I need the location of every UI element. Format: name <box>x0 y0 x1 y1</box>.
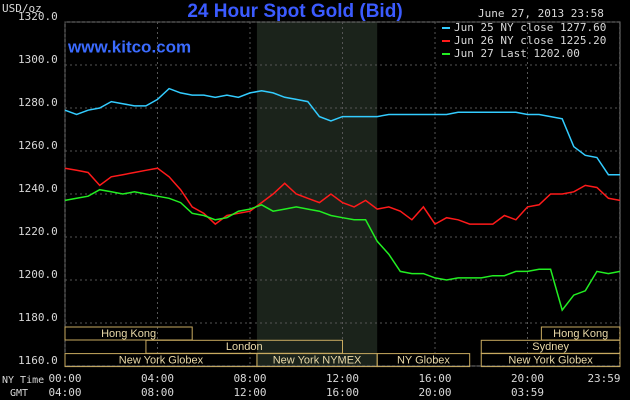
gmt-tick-label: 20:00 <box>418 386 451 399</box>
session-label: New York Globex <box>119 355 204 367</box>
session-box <box>480 353 621 368</box>
y-tick-label: 1200.0 <box>18 268 58 281</box>
date-label: June 27, 2013 23:58 <box>478 7 604 20</box>
subtitle: www.kitco.com <box>67 37 191 56</box>
session-label: New York Globex <box>508 355 593 367</box>
x-tick-label: 00:00 <box>48 372 81 385</box>
x2-axis-label: GMT <box>10 388 28 399</box>
x-tick-label: 04:00 <box>141 372 174 385</box>
session-label: Sydney <box>532 341 569 353</box>
y-tick-label: 1320.0 <box>18 10 58 23</box>
y-tick-label: 1180.0 <box>18 311 58 324</box>
gmt-tick-label: 03:59 <box>511 386 544 399</box>
gmt-tick-label: 12:00 <box>233 386 266 399</box>
y-axis-label: USD/oz <box>2 2 42 15</box>
session-label: NY Globex <box>397 355 450 367</box>
legend-label: Jun 25 NY close 1277.60 <box>454 21 606 34</box>
session-box <box>64 326 193 341</box>
gmt-tick-label: 16:00 <box>326 386 359 399</box>
y-tick-label: 1220.0 <box>18 225 58 238</box>
session-label: Hong Kong <box>101 328 156 340</box>
x-tick-label: 08:00 <box>233 372 266 385</box>
x-tick-label: 12:00 <box>326 372 359 385</box>
session-label: Hong Kong <box>553 328 608 340</box>
session-label: London <box>226 341 263 353</box>
gmt-tick-label: 08:00 <box>141 386 174 399</box>
x-tick-label: 16:00 <box>418 372 451 385</box>
legend-label: Jun 26 NY close 1225.20 <box>454 34 606 47</box>
chart-title: 24 Hour Spot Gold (Bid) <box>187 1 402 22</box>
series-line <box>64 188 621 312</box>
session-label: New York NYMEX <box>273 355 362 367</box>
y-tick-label: 1260.0 <box>18 139 58 152</box>
legend-label: Jun 27 Last 1202.00 <box>454 47 580 60</box>
x-tick-label: 20:00 <box>511 372 544 385</box>
x-axis-label: NY Time <box>2 375 44 386</box>
y-tick-label: 1280.0 <box>18 96 58 109</box>
series-line <box>64 87 620 176</box>
y-tick-label: 1300.0 <box>18 53 58 66</box>
session-box <box>376 353 471 368</box>
x-tick-label: 23:59 <box>587 372 620 385</box>
gmt-tick-label: 04:00 <box>48 386 81 399</box>
y-tick-label: 1160.0 <box>18 354 58 367</box>
y-tick-label: 1240.0 <box>18 182 58 195</box>
series-line <box>64 167 621 226</box>
session-shade <box>256 22 378 366</box>
